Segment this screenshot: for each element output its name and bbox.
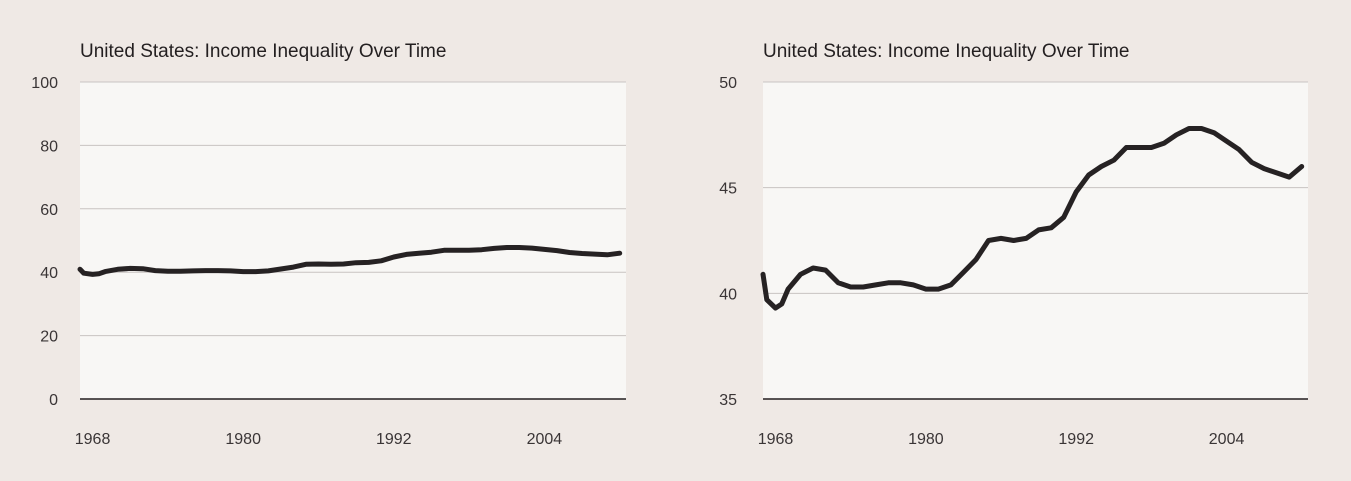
series-line (77, 245, 623, 277)
x-tick-label: 2004 (1209, 431, 1245, 448)
y-tick-label: 0 (49, 392, 58, 409)
x-tick-label: 2004 (527, 431, 563, 448)
y-tick-label: 40 (719, 286, 737, 303)
y-tick-label: 60 (40, 202, 58, 219)
x-tick-label: 1968 (758, 431, 794, 448)
plot-area (763, 82, 1308, 399)
y-tick-label: 80 (40, 138, 58, 155)
y-tick-label: 45 (719, 181, 737, 198)
y-tick-label: 100 (31, 75, 58, 92)
y-tick-label: 35 (719, 392, 737, 409)
x-tick-label: 1980 (225, 431, 261, 448)
y-tick-label: 40 (40, 265, 58, 282)
y-tick-label: 50 (719, 75, 737, 92)
x-tick-label: 1968 (75, 431, 111, 448)
chart-right: United States: Income Inequality Over Ti… (719, 41, 1308, 448)
x-tick-label: 1980 (908, 431, 944, 448)
plot-area (80, 82, 626, 399)
series-line (760, 126, 1305, 311)
x-tick-label: 1992 (1058, 431, 1094, 448)
chart-left: United States: Income Inequality Over Ti… (31, 41, 626, 448)
x-tick-label: 1992 (376, 431, 412, 448)
chart-title: United States: Income Inequality Over Ti… (80, 41, 446, 62)
chart-title: United States: Income Inequality Over Ti… (763, 41, 1129, 62)
y-tick-label: 20 (40, 329, 58, 346)
